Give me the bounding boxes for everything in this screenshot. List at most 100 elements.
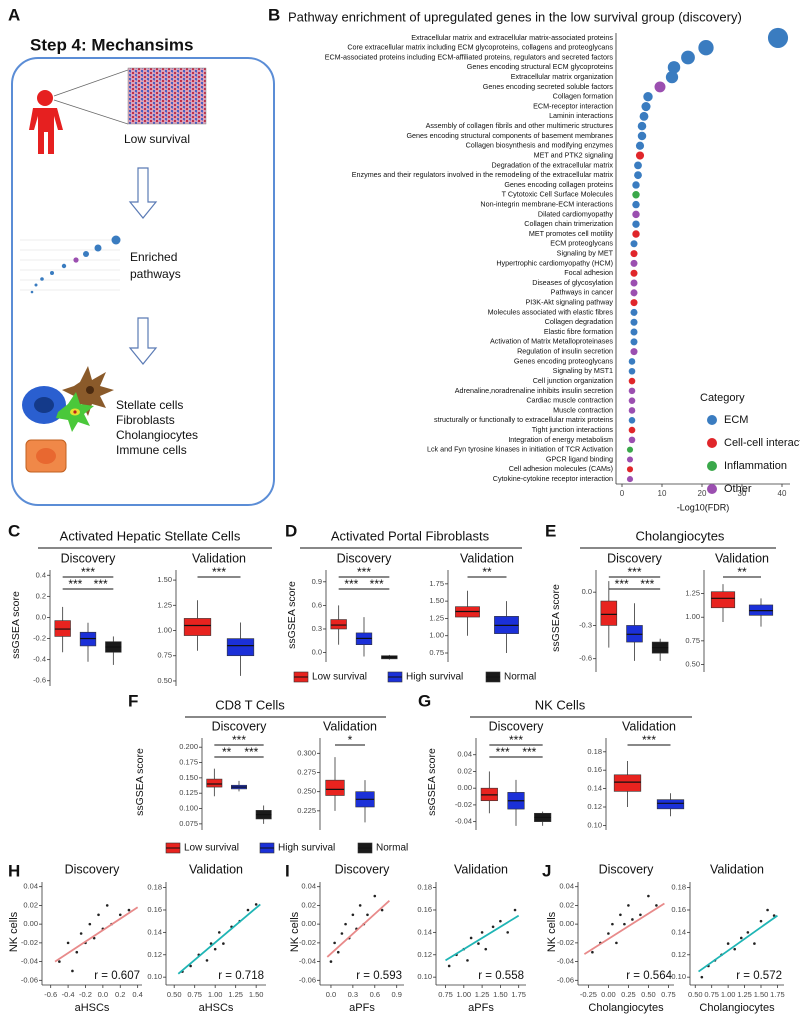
x-axis-label: aHSCs [199,1002,234,1014]
y-tick-label: 0.02 [457,766,472,775]
legend-title: Category [700,392,745,404]
significance-label: *** [212,565,226,579]
point [513,908,517,912]
category-label: Genes encoding structural components of … [406,131,613,140]
significance-label: ** [737,565,747,579]
point [344,922,347,926]
point [333,941,336,945]
point [506,931,510,934]
x-axis-label: aHSCs [75,1002,110,1014]
point [58,960,61,963]
significance-label: *** [642,733,656,747]
y-tick-label: -0.2 [33,634,46,643]
y-tick-label: 0.9 [312,577,322,586]
y-tick-label: 0.0 [582,587,592,596]
dot [698,40,714,56]
y-axis-label: ssGSEA score [134,748,146,816]
panel-title: Discovery [61,551,117,565]
panel-title: Validation [189,862,243,876]
point [700,975,704,979]
box [226,638,255,657]
x-tick-label: 1.50 [249,990,264,999]
box [183,618,212,636]
point [92,936,96,940]
significance-label: *** [68,577,82,591]
category-label: Muscle contraction [553,405,613,414]
x-tick-label: 0.9 [391,990,401,999]
dot [628,426,636,434]
dot [628,377,636,385]
step-label: Enriched [130,250,177,264]
legend-swatch [707,438,717,448]
x-tick-label: 0.3 [348,990,358,999]
y-tick-label: 0.0 [36,612,46,621]
dot [626,456,634,463]
point [655,904,658,907]
x-axis-label: aPFs [468,1002,494,1014]
cell-type: Immune cells [116,443,187,457]
y-tick-label: 1.25 [685,589,700,598]
category-label: Signaling by MET [557,249,614,258]
connector [53,99,129,125]
dot [632,210,640,219]
point [591,950,594,954]
y-tick-label: -0.02 [557,938,574,947]
y-tick-label: 1.25 [429,613,444,622]
y-tick-label: 0.6 [312,600,322,609]
dot [630,269,638,277]
significance-label: *** [357,565,371,579]
category-label: Cytokine-cytokine receptor interaction [493,474,613,483]
category-label: Collagen degradation [545,317,613,326]
cell-icons [22,366,114,473]
y-tick-label: 0.12 [671,950,686,959]
y-tick-label: -0.4 [33,655,46,664]
x-tick-label: 1.50 [754,990,769,999]
point [469,936,473,940]
y-axis-label: ssGSEA score [426,748,438,816]
y-tick-label: -0.3 [579,620,592,629]
significance-label: *** [627,565,641,579]
category-label: Diseases of glycosylation [532,278,613,287]
x-tick-label: 0.2 [115,990,125,999]
chart-title: NK Cells [535,697,586,712]
y-tick-label: 0.12 [417,950,432,959]
fit-line [326,900,390,958]
heatmap-icon [127,67,207,125]
category-label: Dilated cardiomyopathy [538,209,614,218]
x-tick-label: 0.50 [167,990,182,999]
chart-title: Activated Hepatic Stellate Cells [60,528,241,543]
y-tick-label: 0.12 [587,802,602,811]
box [656,799,685,810]
category-label: GPCR ligand binding [546,454,613,463]
x-axis-label: Cholangiocytes [699,1002,775,1014]
category-label: Molecules associated with elastic fibres [488,307,614,316]
y-tick-label: 0.14 [671,927,686,936]
dot [630,259,638,267]
y-tick-label: 1.00 [157,626,172,635]
y-tick-label: 0.300 [297,748,316,757]
category-label: Assembly of collagen fibrils and other m… [426,121,614,130]
y-tick-label: 0.04 [559,882,574,891]
panel-label: C [8,521,20,540]
dot [632,181,640,189]
category-label: Cell junction organization [533,376,613,385]
x-tick-label: 10 [658,489,667,498]
y-axis-label: NK cells [8,911,20,952]
legend-label: Cell-cell interaction [724,437,800,449]
fit-line [54,906,139,963]
y-tick-label: 0.00 [457,783,472,792]
x-tick-label: 0.00 [601,990,616,999]
x-axis-label: -Log10(FDR) [677,502,730,512]
category-label: structurally or functionally to extracel… [434,415,613,424]
y-tick-label: 0.10 [417,972,432,981]
y-tick-label: 0.04 [301,882,316,891]
box [330,619,347,630]
category-label: Genes encoding collagen proteins [504,180,613,189]
dot [632,220,640,228]
x-tick-label: 40 [778,489,787,498]
significance-label: * [348,733,353,747]
significance-label: *** [232,733,246,747]
y-tick-label: 0.10 [671,972,686,981]
y-tick-label: 0.04 [23,882,38,891]
